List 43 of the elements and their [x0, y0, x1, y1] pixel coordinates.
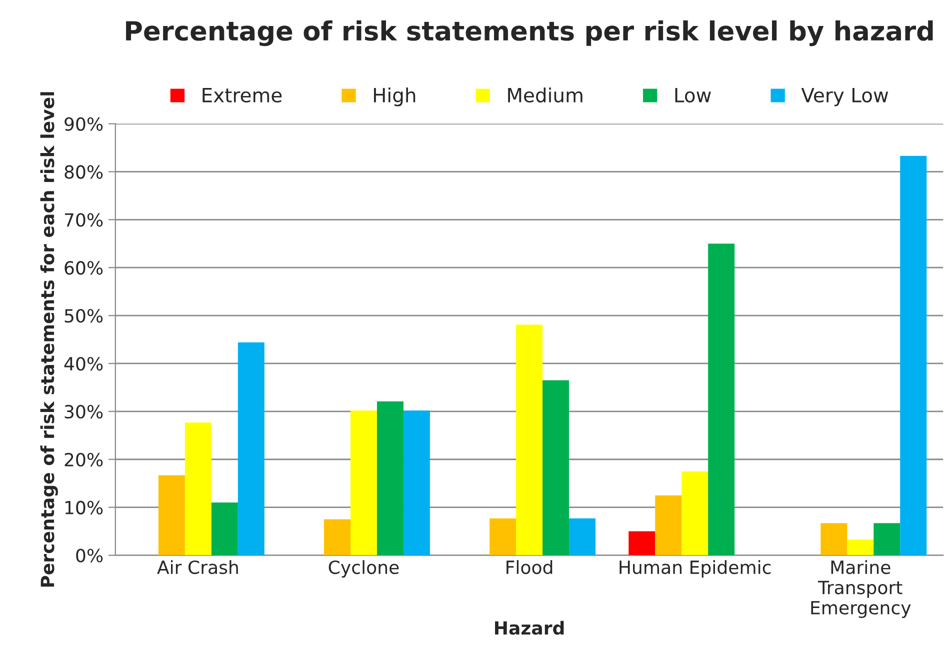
bar [900, 156, 927, 556]
y-tick-label: 70% [64, 213, 103, 227]
y-tick-label: 60% [64, 261, 103, 275]
chart-title: Percentage of risk statements per risk level by hazard [126, 20, 933, 46]
bar [516, 324, 543, 556]
bar [569, 518, 596, 556]
x-tick-label: Air Crash [157, 560, 238, 574]
bar [874, 523, 900, 556]
legend-label: Very Low [801, 88, 888, 106]
x-tick-label: Human Epidemic [620, 560, 771, 578]
x-tick-label: Marine Transport Emergency [811, 560, 911, 618]
bar [847, 539, 874, 556]
y-tick-label: 10% [65, 500, 103, 514]
legend-label: Medium [508, 87, 582, 102]
y-tick-label: 50% [64, 309, 103, 323]
x-axis-title: Hazard [495, 620, 564, 635]
bar [350, 410, 377, 556]
bar [238, 342, 264, 556]
bar [403, 410, 430, 556]
y-tick-label: 80% [64, 165, 103, 179]
x-tick-label: Flood [506, 560, 552, 574]
y-tick-label: 0% [76, 548, 103, 562]
bar [158, 475, 185, 556]
x-tick-label: Cyclone [328, 560, 399, 578]
legend-label: Low [675, 88, 711, 102]
y-tick-label: 30% [64, 404, 103, 419]
bar [655, 495, 682, 556]
bar [490, 518, 516, 556]
bar [682, 471, 708, 556]
bar [542, 380, 570, 556]
bar [324, 519, 350, 556]
bar [184, 422, 212, 556]
y-tick-label: 40% [64, 356, 103, 371]
y-tick-label: 20% [64, 452, 103, 466]
y-axis-title: Percentage of risk statements for each risk level [40, 92, 58, 587]
y-tick-label: 90% [64, 117, 103, 131]
legend-label: Extreme [202, 88, 282, 102]
bar [708, 244, 735, 556]
bar [211, 502, 238, 556]
bar [628, 531, 656, 556]
bar [820, 523, 848, 556]
bar [376, 401, 404, 556]
legend-label: High [374, 87, 416, 106]
